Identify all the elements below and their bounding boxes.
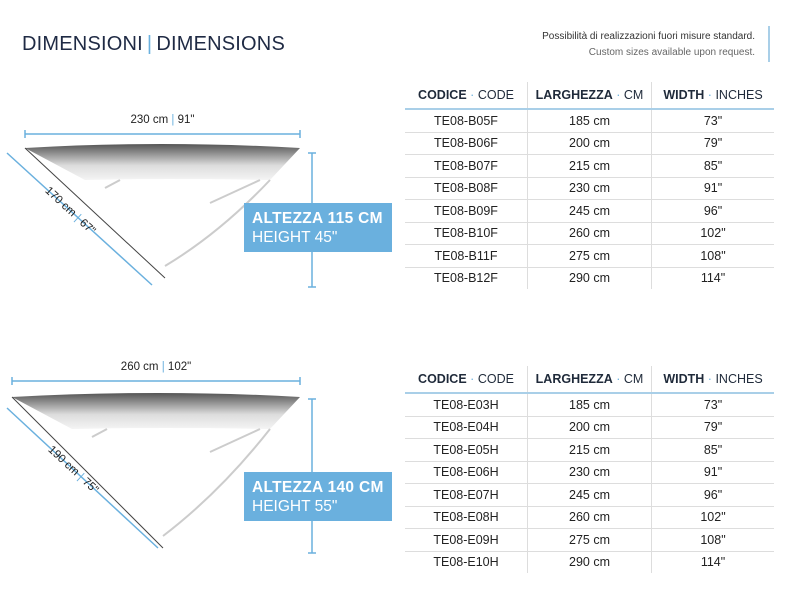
table-cell: TE08-B07F (405, 154, 528, 178)
note-it: Possibilità di realizzazioni fuori misur… (542, 31, 755, 42)
table-cell: 114" (700, 555, 726, 570)
table-cell: TE08-B08F (405, 177, 528, 200)
table-cell: 230 cm (527, 461, 652, 484)
table-cell: 185 cm (527, 393, 652, 417)
table-cell: 245 cm (527, 199, 652, 223)
table-cell: TE08-B06F (405, 132, 528, 155)
table-cell: 290 cm (527, 267, 652, 289)
width-dimension-label: 260 cm | 102" (120, 361, 192, 373)
table-cell: 215 cm (527, 438, 652, 462)
table-row: TE08-B05F 185 cm 73" (405, 109, 774, 133)
table-row: TE08-E04H 200 cm 79" (405, 416, 774, 439)
table-cell: TE08-E05H (405, 438, 528, 462)
table-cell: TE08-E07H (405, 483, 528, 507)
table-cell: 200 cm (527, 132, 652, 155)
col-width-cm: LARGHEZZA · CM (527, 366, 652, 394)
table-cell: 200 cm (527, 416, 652, 439)
table-cell: 114" (700, 271, 726, 286)
table-row: TE08-B11F 275 cm 108" (405, 244, 774, 268)
height-it: ALTEZZA 140 CM (252, 479, 384, 496)
height-box: ALTEZZA 115 CM HEIGHT 45" (244, 203, 392, 252)
table-row: TE08-E05H 215 cm 85" (405, 438, 774, 462)
table-cell: TE08-E10H (405, 551, 528, 573)
table-row: TE08-B12F 290 cm 114" (405, 267, 774, 289)
table-cell: 245 cm (527, 483, 652, 507)
table-cell: 102" (651, 506, 774, 529)
table-row: TE08-B06F 200 cm 79" (405, 132, 774, 155)
width-dimension-label: 230 cm | 91" (130, 114, 195, 126)
table-row: TE08-E06H 230 cm 91" (405, 461, 774, 484)
table-cell: 91" (651, 461, 774, 484)
table-cell: 215 cm (527, 154, 652, 178)
table-cell: TE08-B05F (405, 109, 528, 133)
table-row: TE08-B10F 260 cm 102" (405, 222, 774, 245)
table-row: TE08-B07F 215 cm 85" (405, 154, 774, 178)
dimensions-table: CODICE · CODE LARGHEZZA · CM WIDTH · INC… (405, 366, 774, 573)
table-cell: TE08-B12F (405, 267, 528, 289)
table-row: TE08-E09H 275 cm 108" (405, 528, 774, 552)
title-en: DIMENSIONS (156, 33, 285, 55)
table-row: TE08-B08F 230 cm 91" (405, 177, 774, 200)
height-box: ALTEZZA 140 CM HEIGHT 55" (244, 472, 392, 521)
table-cell: TE08-B09F (405, 199, 528, 223)
col-width-in: WIDTH · INCHES (651, 82, 774, 110)
col-code: CODICE · CODE (405, 82, 528, 110)
table-cell: 79" (651, 132, 774, 155)
custom-sizes-note: Possibilità di realizzazioni fuori misur… (542, 29, 755, 61)
table-cell: 230 cm (527, 177, 652, 200)
height-it: ALTEZZA 115 CM (252, 210, 383, 227)
table-cell: TE08-E04H (405, 416, 528, 439)
bimini-top-diagram (6, 130, 316, 288)
table-header: CODICE · CODE LARGHEZZA · CM WIDTH · INC… (405, 82, 774, 110)
table-cell: 73" (651, 393, 774, 417)
table-row: TE08-E08H 260 cm 102" (405, 506, 774, 529)
table-cell: 290 cm (527, 551, 652, 573)
table-row: TE08-B09F 245 cm 96" (405, 199, 774, 223)
col-width-cm: LARGHEZZA · CM (527, 82, 652, 110)
table-cell: TE08-E08H (405, 506, 528, 529)
table-cell: 102" (651, 222, 774, 245)
height-en: HEIGHT 45" (252, 229, 338, 246)
table-row: TE08-E03H 185 cm 73" (405, 393, 774, 417)
table-cell: 79" (651, 416, 774, 439)
title-it: DIMENSIONI (22, 33, 143, 55)
table-cell: TE08-E06H (405, 461, 528, 484)
page-title: DIMENSIONI | DIMENSIONS (22, 33, 285, 56)
table-cell: 275 cm (527, 528, 652, 552)
table-cell: TE08-B11F (405, 244, 528, 268)
table-cell: 260 cm (527, 222, 652, 245)
col-code: CODICE · CODE (405, 366, 528, 394)
table-cell: 96" (651, 199, 774, 223)
table-cell: TE08-B10F (405, 222, 528, 245)
dimensions-table: CODICE · CODE LARGHEZZA · CM WIDTH · INC… (405, 82, 774, 289)
table-row: TE08-E07H 245 cm 96" (405, 483, 774, 507)
table-cell: TE08-E09H (405, 528, 528, 552)
table-cell: 108" (651, 244, 774, 268)
table-cell: 91" (651, 177, 774, 200)
table-cell: TE08-E03H (405, 393, 528, 417)
table-cell: 260 cm (527, 506, 652, 529)
height-en: HEIGHT 55" (252, 498, 338, 515)
note-accent-bar (768, 26, 770, 62)
table-cell: 85" (651, 154, 774, 178)
table-row: TE08-E10H 290 cm 114" (405, 551, 774, 573)
title-separator: | (146, 33, 153, 55)
col-width-in: WIDTH · INCHES (651, 366, 774, 394)
table-cell: 275 cm (527, 244, 652, 268)
table-cell: 73" (651, 109, 774, 133)
table-cell: 85" (651, 438, 774, 462)
table-header: CODICE · CODE LARGHEZZA · CM WIDTH · INC… (405, 366, 774, 394)
table-cell: 108" (651, 528, 774, 552)
table-cell: 185 cm (527, 109, 652, 133)
note-en: Custom sizes available upon request. (588, 47, 755, 58)
table-cell: 96" (651, 483, 774, 507)
